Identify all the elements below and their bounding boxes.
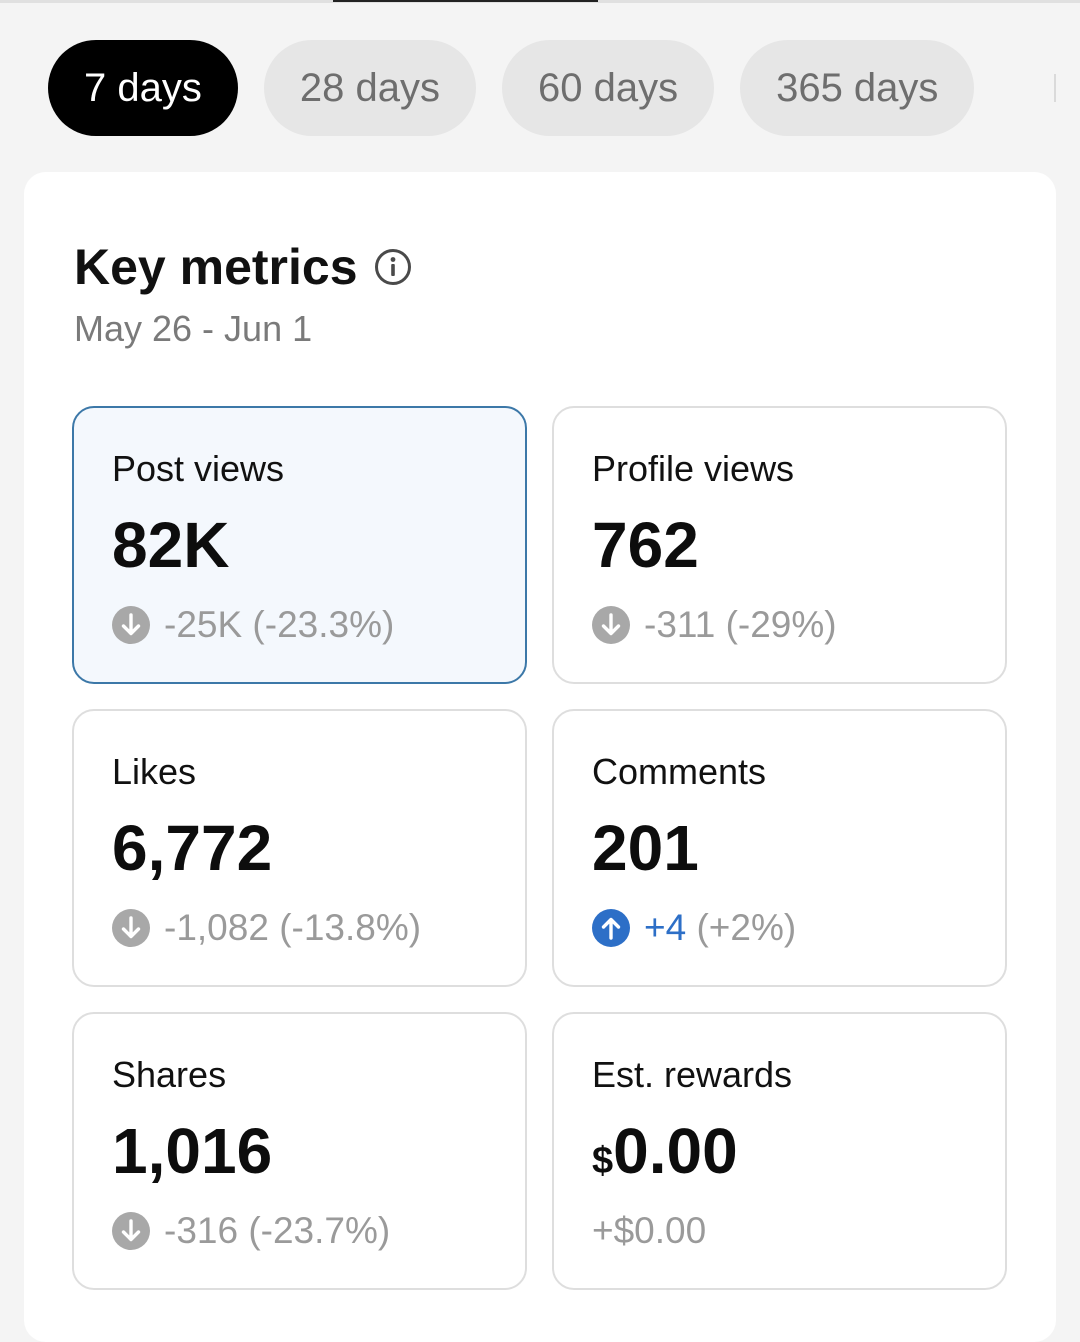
change-percent: (+2%) — [696, 907, 797, 948]
metric-label: Shares — [112, 1054, 227, 1095]
metric-label: Likes — [112, 751, 197, 792]
metric-label: Est. rewards — [592, 1054, 793, 1095]
tab-overflow-divider — [1054, 74, 1056, 102]
date-range-label: May 26 - Jun 1 — [74, 308, 313, 349]
metric-card-est-rewards[interactable]: Est. rewards $0.00 +$0.00 — [552, 1012, 1007, 1290]
tab-7-days[interactable]: 7 days — [48, 40, 238, 136]
metric-card-profile-views[interactable]: Profile views 762 -311 (-29%) — [552, 406, 1007, 684]
arrow-down-circle-icon — [112, 606, 150, 644]
date-range-tabs: 7 days 28 days 60 days 365 days — [48, 40, 975, 136]
arrow-down-circle-icon — [592, 606, 630, 644]
metric-change: -316 (-23.7%) — [112, 1210, 390, 1252]
arrow-down-circle-icon — [112, 909, 150, 947]
metric-card-post-views[interactable]: Post views 82K -25K (-23.3%) — [72, 406, 527, 684]
metric-card-comments[interactable]: Comments 201 +4 (+2%) — [552, 709, 1007, 987]
metric-label: Profile views — [592, 448, 795, 489]
tab-365-days[interactable]: 365 days — [740, 40, 975, 136]
metric-change: +4 (+2%) — [592, 907, 796, 949]
metric-card-shares[interactable]: Shares 1,016 -316 (-23.7%) — [72, 1012, 527, 1290]
metric-value: 82K — [112, 509, 230, 581]
metric-label: Post views — [112, 448, 285, 489]
change-text: -1,082 (-13.8%) — [164, 907, 422, 948]
metric-change: -311 (-29%) — [592, 604, 837, 646]
tab-60-days[interactable]: 60 days — [501, 40, 715, 136]
metric-value: 1,016 — [112, 1115, 273, 1187]
change-amount: +4 — [644, 907, 687, 948]
info-icon[interactable] — [374, 248, 412, 286]
metric-value: 762 — [592, 509, 699, 581]
currency-symbol: $ — [592, 1140, 614, 1182]
section-title: Key metrics — [74, 239, 358, 295]
change-text: -311 (-29%) — [644, 604, 837, 645]
metric-label: Comments — [592, 751, 767, 792]
arrow-down-circle-icon — [112, 1212, 150, 1250]
metric-card-likes[interactable]: Likes 6,772 -1,082 (-13.8%) — [72, 709, 527, 987]
arrow-up-circle-icon — [592, 909, 630, 947]
metric-change: +$0.00 — [592, 1210, 706, 1252]
metric-value: 6,772 — [112, 812, 273, 884]
metric-change: -25K (-23.3%) — [112, 604, 394, 646]
change-text: -316 (-23.7%) — [164, 1210, 391, 1251]
tab-28-days[interactable]: 28 days — [263, 40, 476, 136]
change-text: -25K (-23.3%) — [164, 604, 395, 645]
top-indicator — [333, 0, 598, 2]
metric-value: 201 — [592, 812, 699, 884]
key-metrics-heading: Key metrics — [74, 238, 412, 296]
key-metrics-card: Key metrics May 26 - Jun 1 Post views 82… — [24, 172, 1056, 1342]
change-text: +$0.00 — [592, 1210, 707, 1251]
rewards-amount: 0.00 — [613, 1115, 738, 1187]
metric-value: $0.00 — [592, 1114, 738, 1188]
metric-change: -1,082 (-13.8%) — [112, 907, 421, 949]
